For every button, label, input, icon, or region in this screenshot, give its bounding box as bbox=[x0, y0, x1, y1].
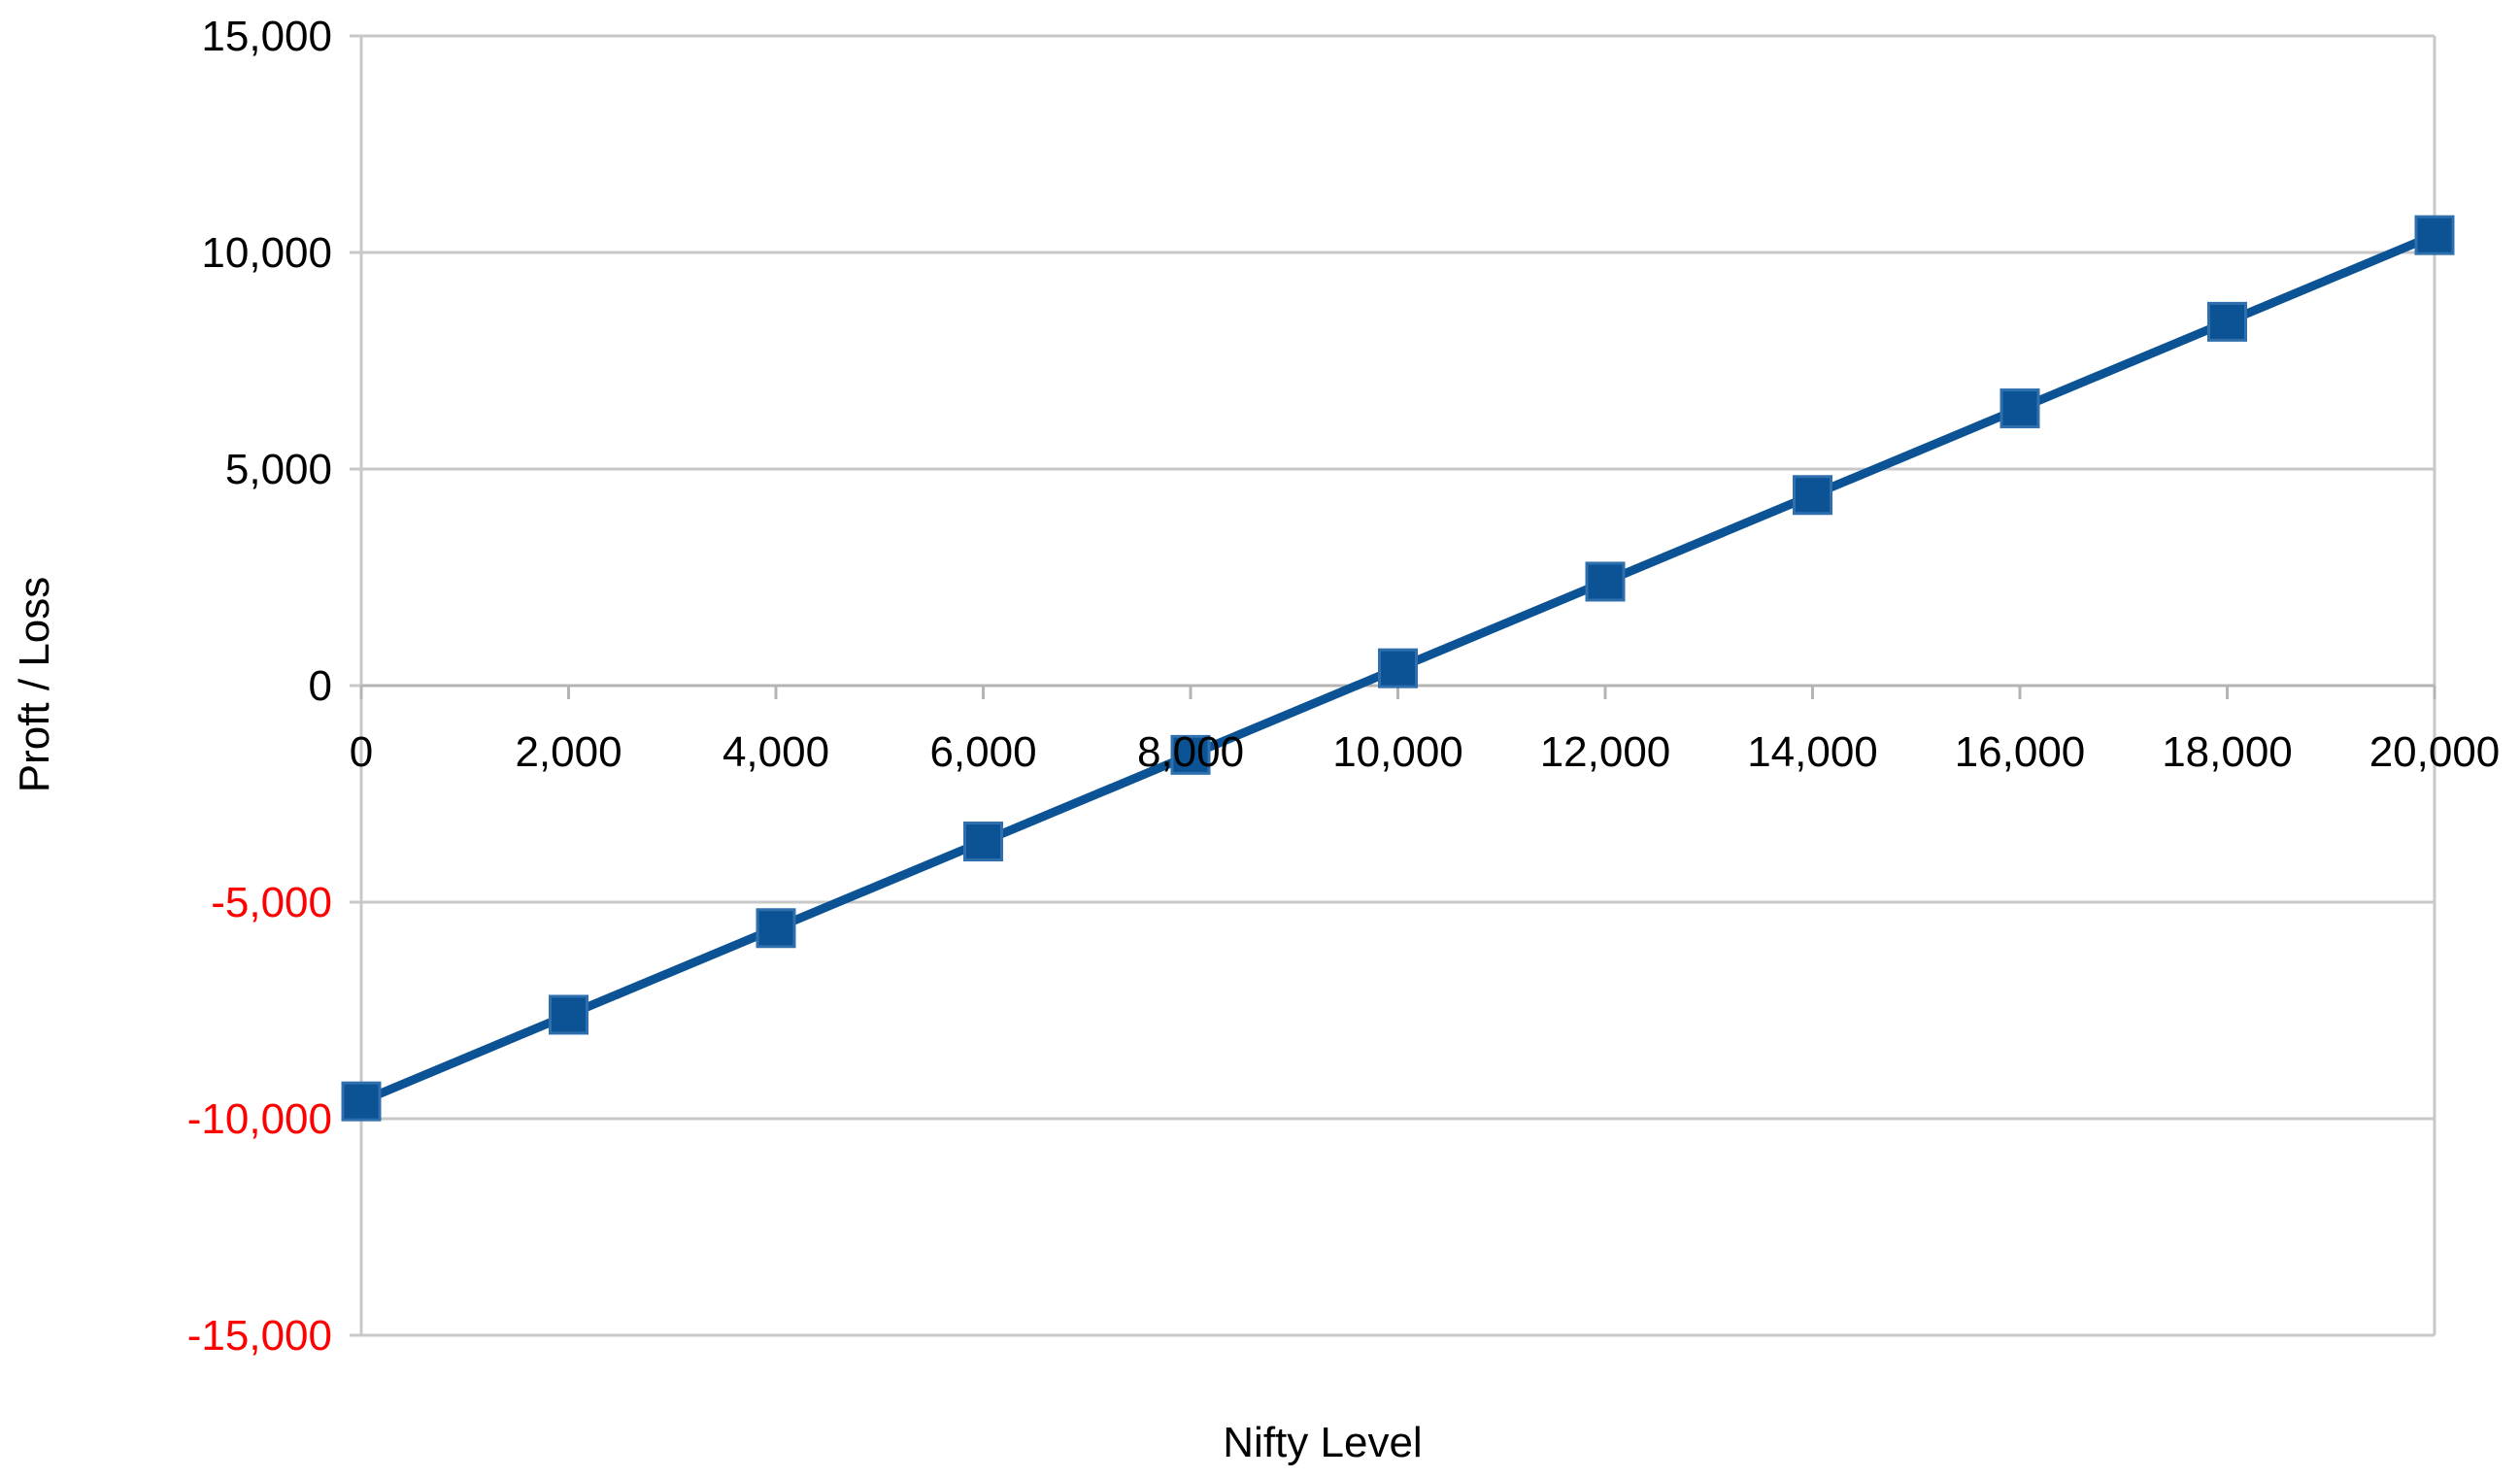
x-axis-label: Nifty Level bbox=[1223, 1419, 1422, 1466]
x-tick-label: 12,000 bbox=[1540, 728, 1671, 776]
data-point-marker bbox=[1585, 561, 1626, 602]
data-point-marker bbox=[2414, 215, 2455, 255]
x-tick-label: 8,000 bbox=[1137, 728, 1244, 776]
y-tick-label: 15,000 bbox=[201, 13, 332, 60]
y-tick-label: -15,000 bbox=[187, 1312, 332, 1360]
x-tick-label: 4,000 bbox=[722, 728, 829, 776]
y-tick-label: -10,000 bbox=[187, 1095, 332, 1143]
tick-labels: 15,000 10,000 5,000 0 -5,000 -10,000 -15,000 0 2… bbox=[187, 13, 2501, 1360]
x-tick-label: 6,000 bbox=[929, 728, 1036, 776]
x-tick-label: 2,000 bbox=[515, 728, 622, 776]
y-axis-label: Proft / Loss bbox=[11, 577, 58, 793]
y-tick-label: 0 bbox=[309, 662, 332, 710]
series-profit-loss bbox=[341, 215, 2455, 1122]
data-point-marker bbox=[756, 908, 796, 949]
data-point-marker bbox=[341, 1081, 382, 1122]
data-point-marker bbox=[1170, 734, 1211, 775]
x-tick-label: 20,000 bbox=[2369, 728, 2501, 776]
data-point-marker bbox=[1793, 475, 1832, 516]
data-point-marker bbox=[2207, 301, 2247, 342]
x-tick-label: 18,000 bbox=[2162, 728, 2293, 776]
data-point-marker bbox=[1378, 648, 1418, 689]
data-point-marker bbox=[1999, 388, 2040, 429]
data-point-marker bbox=[549, 994, 588, 1035]
x-tick-label: 14,000 bbox=[1747, 728, 1878, 776]
y-tick-label: -5,000 bbox=[211, 879, 332, 926]
x-tick-label: 10,000 bbox=[1332, 728, 1463, 776]
data-point-marker bbox=[963, 822, 1003, 862]
x-tick-label: 0 bbox=[350, 728, 373, 776]
y-tick-label: 5,000 bbox=[225, 446, 332, 493]
x-tick-label: 16,000 bbox=[1955, 728, 2086, 776]
y-tick-label: 10,000 bbox=[201, 229, 332, 277]
